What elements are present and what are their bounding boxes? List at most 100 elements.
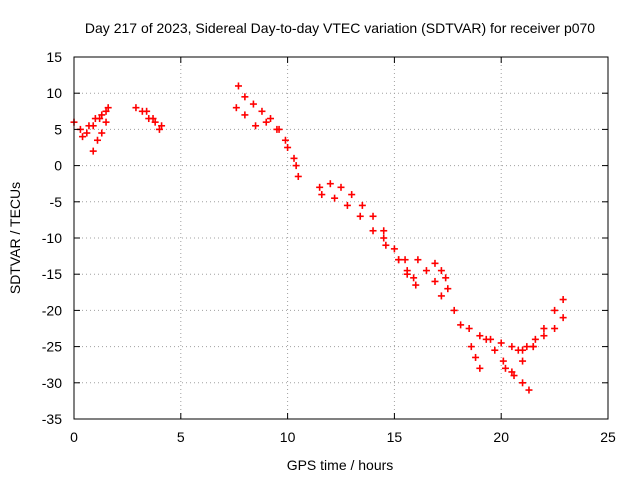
y-tick-label: -20 xyxy=(42,302,62,318)
x-tick-label: 5 xyxy=(177,429,185,445)
data-point xyxy=(499,357,507,365)
data-point xyxy=(410,274,418,282)
data-point xyxy=(422,267,430,275)
data-point xyxy=(343,201,351,209)
data-point xyxy=(267,115,275,123)
data-point xyxy=(491,346,499,354)
data-point xyxy=(93,136,101,144)
y-tick-label: -35 xyxy=(42,411,62,427)
data-point xyxy=(249,100,257,108)
data-point xyxy=(444,285,452,293)
data-point xyxy=(232,104,240,112)
data-point xyxy=(531,335,539,343)
data-point xyxy=(292,162,300,170)
data-point xyxy=(369,212,377,220)
data-point xyxy=(508,368,516,376)
data-point xyxy=(358,201,366,209)
data-point xyxy=(497,339,505,347)
data-point xyxy=(258,107,266,115)
data-point xyxy=(273,125,281,133)
data-point xyxy=(551,306,559,314)
data-point xyxy=(431,259,439,267)
data-point xyxy=(437,292,445,300)
x-axis-label: GPS time / hours xyxy=(287,457,394,473)
data-point xyxy=(331,194,339,202)
data-point xyxy=(523,343,531,351)
data-point xyxy=(508,343,516,351)
x-tick-labels: 0 5 10 15 20 25 xyxy=(70,429,616,445)
x-tick-label: 25 xyxy=(600,429,616,445)
data-point xyxy=(431,277,439,285)
data-point xyxy=(412,281,420,289)
data-point xyxy=(79,133,87,141)
data-points xyxy=(70,82,567,394)
data-point xyxy=(559,296,567,304)
y-tick-label: 5 xyxy=(54,121,62,137)
data-point xyxy=(132,104,140,112)
y-tick-label: 15 xyxy=(46,49,62,65)
data-point xyxy=(476,332,484,340)
data-point xyxy=(83,129,91,137)
x-tick-label: 10 xyxy=(280,429,296,445)
chart-title: Day 217 of 2023, Sidereal Day-to-day VTE… xyxy=(85,20,595,36)
data-point xyxy=(525,386,533,394)
data-point xyxy=(241,93,249,101)
data-point xyxy=(234,82,242,90)
data-point xyxy=(155,125,163,133)
axis-ticks xyxy=(73,56,609,420)
grid-lines xyxy=(74,57,608,419)
y-tick-labels: -35 -30 -25 -20 -15 -10 -5 0 5 10 15 xyxy=(42,49,62,427)
data-point xyxy=(143,107,151,115)
data-point xyxy=(281,136,289,144)
data-point xyxy=(457,321,465,329)
data-point xyxy=(501,364,509,372)
data-point xyxy=(337,183,345,191)
data-point xyxy=(89,147,97,155)
x-tick-label: 0 xyxy=(70,429,78,445)
y-tick-label: -30 xyxy=(42,375,62,391)
data-point xyxy=(102,107,110,115)
data-point xyxy=(529,343,537,351)
data-point xyxy=(380,227,388,235)
data-point xyxy=(514,346,522,354)
data-point xyxy=(369,227,377,235)
data-point xyxy=(519,379,527,387)
data-point xyxy=(437,267,445,275)
data-point xyxy=(356,212,364,220)
data-point xyxy=(290,154,298,162)
data-point xyxy=(318,191,326,199)
data-point xyxy=(85,122,93,130)
data-point xyxy=(241,111,249,119)
y-tick-label: -25 xyxy=(42,339,62,355)
data-point xyxy=(348,191,356,199)
data-point xyxy=(551,325,559,332)
data-point xyxy=(284,144,292,151)
y-tick-label: 0 xyxy=(54,158,62,174)
data-point xyxy=(482,335,490,343)
data-point xyxy=(390,245,398,253)
data-point xyxy=(510,372,518,380)
data-point xyxy=(91,115,99,123)
y-tick-label: -10 xyxy=(42,230,62,246)
data-point xyxy=(98,129,106,137)
data-point xyxy=(380,234,388,242)
y-tick-label: -15 xyxy=(42,266,62,282)
data-point xyxy=(252,122,260,130)
data-point xyxy=(326,180,334,188)
data-point xyxy=(540,332,548,340)
y-tick-label: -5 xyxy=(50,194,63,210)
data-point xyxy=(104,104,112,112)
data-point xyxy=(465,325,473,332)
data-point xyxy=(559,314,567,322)
data-point xyxy=(414,256,422,264)
data-point xyxy=(403,267,411,275)
data-point xyxy=(519,357,527,365)
data-point xyxy=(395,256,403,264)
data-point xyxy=(98,111,106,119)
data-point xyxy=(450,306,458,314)
x-tick-label: 20 xyxy=(493,429,509,445)
data-point xyxy=(540,325,548,332)
data-point xyxy=(472,353,480,361)
data-point xyxy=(149,115,157,123)
y-tick-label: 10 xyxy=(46,85,62,101)
